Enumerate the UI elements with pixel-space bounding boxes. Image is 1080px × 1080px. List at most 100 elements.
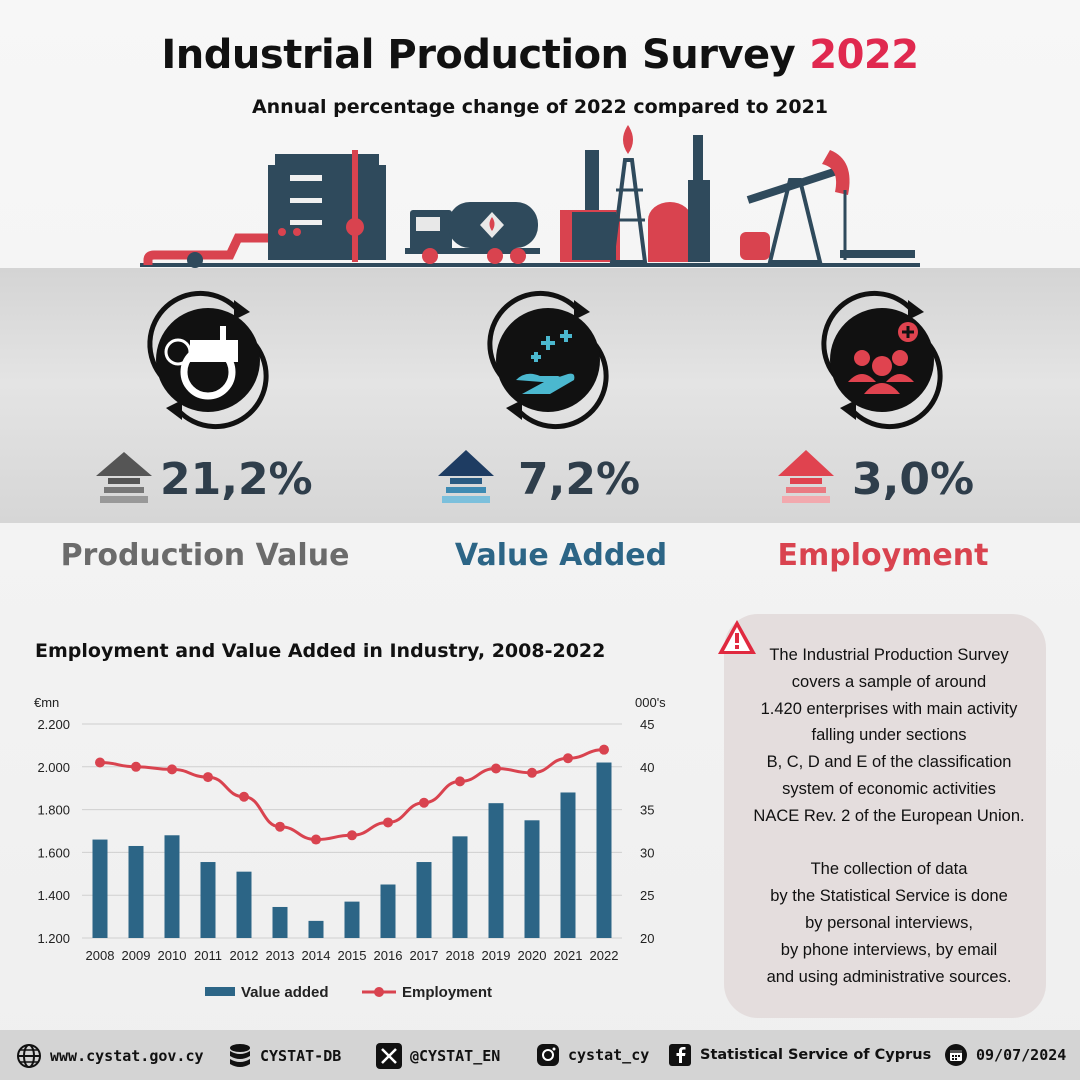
x-axis-labels: 2008 2009 2010 2011 2012 2013 2014 2015 2016 2017…: [86, 948, 619, 963]
employment-point: [455, 776, 465, 787]
kpi-value-added-label: Value Added: [454, 538, 668, 573]
bar: [344, 901, 360, 938]
info-text: The Industrial Production Survey covers …: [753, 646, 1025, 986]
bar: [596, 762, 612, 938]
bar: [200, 862, 216, 938]
footer-website-text: www.cystat.gov.cy: [50, 1047, 204, 1065]
footer-db-text: CYSTAT-DB: [260, 1047, 342, 1065]
kpi-employment-label: Employment: [777, 538, 989, 573]
industry-illustration: [140, 125, 920, 268]
y-left-tick-label: 2.200: [37, 717, 70, 732]
up-arrow-icon: [96, 452, 152, 503]
footer-website[interactable]: www.cystat.gov.cy: [16, 1043, 204, 1069]
y-left-tick-label: 1.400: [37, 888, 70, 903]
x-tick-label: 2015: [338, 948, 367, 963]
employment-point: [203, 772, 213, 783]
title-year: 2022: [809, 32, 919, 78]
footer-instagram[interactable]: cystat_cy: [536, 1043, 649, 1067]
bar: [164, 835, 180, 938]
footer-date: 09/07/2024: [944, 1043, 1066, 1067]
y-left-tick-label: 1.200: [37, 931, 70, 946]
bar: [452, 836, 468, 938]
people-group-icon: [821, 290, 943, 430]
y-right-tick-label: 25: [640, 888, 654, 903]
bar: [524, 820, 540, 938]
facebook-icon: [669, 1044, 691, 1066]
page-subtitle: Annual percentage change of 2022 compare…: [251, 96, 829, 118]
footer-instagram-text: cystat_cy: [568, 1046, 650, 1064]
legend-label-employment: Employment: [402, 984, 492, 1001]
footer-date-text: 09/07/2024: [976, 1046, 1067, 1064]
y-right-ticks: 20 25 30 35 40 45: [640, 717, 654, 946]
x-tick-label: 2021: [554, 948, 583, 963]
hand-growth-icon: [487, 290, 609, 430]
y-right-tick-label: 35: [640, 803, 654, 818]
employment-point: [275, 821, 285, 832]
y-right-tick-label: 30: [640, 845, 654, 860]
footer-x-text: @CYSTAT_EN: [410, 1047, 501, 1065]
bar: [92, 839, 108, 938]
employment-point: [347, 830, 357, 841]
footer-db[interactable]: CYSTAT-DB: [228, 1043, 341, 1069]
kpi-production-label: Production Value: [60, 538, 350, 573]
info-box: [724, 614, 1046, 1018]
legend-swatch-value-added: [205, 987, 235, 996]
up-arrow-icon: [778, 450, 834, 503]
factory-gear-icon: [147, 290, 269, 430]
calendar-icon: [945, 1044, 967, 1066]
employment-point: [419, 797, 429, 808]
x-tick-label: 2017: [410, 948, 439, 963]
x-tick-label: 2008: [86, 948, 115, 963]
x-tick-label: 2022: [590, 948, 619, 963]
y-left-tick-label: 2.000: [37, 760, 70, 775]
y-right-tick-label: 20: [640, 931, 654, 946]
combo-chart: €mn 000's 1.200 1.400 1.600 1.800 2.000 2.200…: [34, 695, 666, 1001]
bar: [272, 906, 288, 938]
database-icon: [230, 1044, 250, 1067]
bar: [416, 862, 432, 938]
globe-icon: [17, 1044, 41, 1068]
x-logo-icon: [376, 1043, 402, 1069]
x-tick-label: 2018: [446, 948, 475, 963]
kpi-production-value: 21,2%: [160, 454, 313, 505]
employment-point: [311, 834, 321, 845]
x-tick-label: 2019: [482, 948, 511, 963]
y-left-tick-label: 1.600: [37, 845, 70, 860]
x-tick-label: 2012: [230, 948, 259, 963]
instagram-icon: [537, 1044, 559, 1066]
employment-point: [383, 817, 393, 828]
employment-point: [563, 753, 573, 764]
y-right-axis-label: 000's: [635, 695, 666, 710]
warning-icon: [718, 620, 756, 654]
employment-point: [95, 757, 105, 768]
y-left-tick-label: 1.800: [37, 803, 70, 818]
bar: [560, 792, 576, 938]
bar: [488, 803, 504, 938]
x-tick-label: 2013: [266, 948, 295, 963]
employment-point: [527, 767, 537, 778]
employment-point: [491, 763, 501, 774]
x-tick-label: 2009: [122, 948, 151, 963]
y-left-axis-label: €mn: [34, 695, 59, 710]
kpi-employment-value: 3,0%: [852, 454, 975, 505]
title-text: Industrial Production Survey: [161, 32, 796, 78]
bar: [308, 920, 324, 938]
x-tick-label: 2010: [158, 948, 187, 963]
footer-facebook-text: Statistical Service of Cyprus: [700, 1047, 932, 1063]
chart-title: Employment and Value Added in Industry, …: [35, 640, 606, 662]
employment-point: [599, 744, 609, 755]
footer-facebook[interactable]: Statistical Service of Cyprus: [668, 1043, 931, 1067]
line-series: [95, 744, 609, 845]
bar: [380, 884, 396, 938]
up-arrow-icon: [438, 450, 494, 503]
legend-label-value-added: Value added: [241, 984, 329, 1001]
chart-legend: Value added Employment: [205, 984, 492, 1001]
page-title: Industrial Production Survey 2022: [0, 32, 1080, 78]
y-left-ticks: 1.200 1.400 1.600 1.800 2.000 2.200: [37, 717, 70, 946]
footer-x[interactable]: @CYSTAT_EN: [376, 1043, 500, 1069]
bar: [128, 845, 144, 938]
y-right-tick-label: 40: [640, 760, 654, 775]
kpi-value-added-value: 7,2%: [518, 454, 641, 505]
x-tick-label: 2016: [374, 948, 403, 963]
employment-point: [167, 764, 177, 775]
